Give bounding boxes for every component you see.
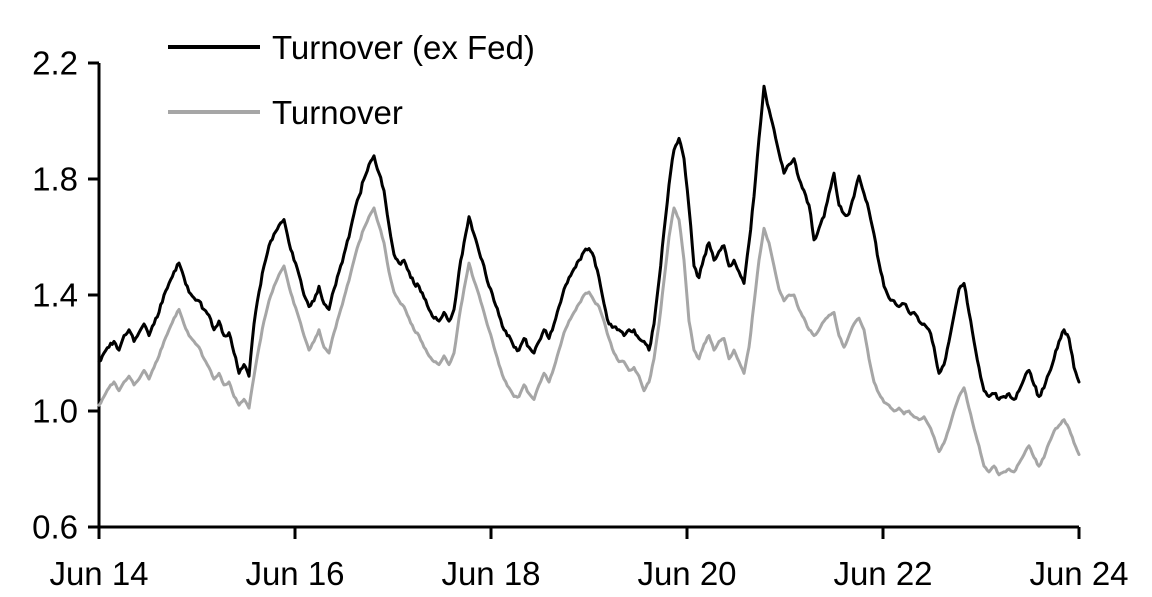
y-tick-label: 1.4 [32,277,78,314]
series-line-turnover [97,206,1081,477]
legend-item-turnover-ex-fed: Turnover (ex Fed) [168,29,535,66]
legend-label-turnover-ex-fed: Turnover (ex Fed) [272,29,535,66]
data-series [97,84,1081,477]
axis-lines [88,61,1081,539]
x-tick-label: Jun 14 [49,555,148,592]
x-tick-label: Jun 20 [637,555,736,592]
legend: Turnover (ex Fed) Turnover [168,29,535,131]
series-line-turnover-ex-fed [97,84,1081,401]
y-tick-label: 2.2 [32,45,78,82]
y-tick-label: 1.0 [32,393,78,430]
x-tick-label: Jun 18 [441,555,540,592]
y-tick-label: 0.6 [32,509,78,546]
x-tick-label: Jun 24 [1029,555,1128,592]
y-tick-label: 1.8 [32,161,78,198]
y-axis-tick-labels: 0.6 1.0 1.4 1.8 2.2 [32,45,78,546]
legend-item-turnover: Turnover [168,94,403,131]
x-axis-tick-labels: Jun 14 Jun 16 Jun 18 Jun 20 Jun 22 Jun 24 [49,555,1128,592]
x-tick-label: Jun 22 [833,555,932,592]
legend-label-turnover: Turnover [272,94,403,131]
axes [88,61,1081,539]
x-tick-label: Jun 16 [245,555,344,592]
